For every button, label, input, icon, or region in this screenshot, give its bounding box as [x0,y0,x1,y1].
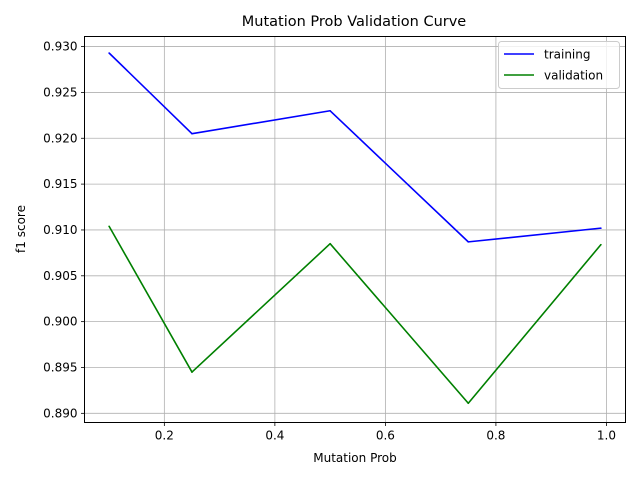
y-ticks: 0.890 0.895 0.900 0.905 0.910 0.915 0.920 0.925… [43,40,85,420]
plot-frame [84,36,626,423]
legend: training validation [498,41,620,89]
x-axis-label: Mutation Prob [313,451,396,465]
y-tick-label: 0.925 [43,85,77,99]
x-tick-label: 0.8 [486,429,505,443]
y-axis-label: f1 score [14,205,28,253]
x-tick-label: 1.0 [597,429,616,443]
grid [84,36,626,423]
series-lines [108,52,602,405]
y-tick-label: 0.930 [43,40,77,54]
x-ticks: 0.2 0.4 0.6 0.8 1.0 [155,422,616,443]
data-point-training [600,227,602,229]
data-point-training [191,132,193,135]
data-point-validation [329,242,331,245]
series-line-validation [108,225,602,405]
y-tick-label: 0.895 [43,360,77,374]
x-tick-label: 0.2 [155,429,174,443]
x-tick-label: 0.4 [265,429,284,443]
data-point-training [467,241,470,243]
y-tick-label: 0.905 [43,269,77,283]
y-tick-label: 0.900 [43,315,77,329]
y-tick-label: 0.910 [43,223,77,237]
data-point-validation [108,225,110,228]
y-tick-label: 0.890 [43,406,77,420]
data-point-validation [600,243,602,246]
data-point-validation [467,402,470,405]
legend-label-validation: validation [544,69,603,83]
y-tick-label: 0.915 [43,177,77,191]
data-point-training [108,52,110,54]
chart-title: Mutation Prob Validation Curve [242,14,467,30]
x-tick-label: 0.6 [376,429,395,443]
data-point-validation [191,371,193,373]
data-point-training [329,109,331,112]
y-tick-label: 0.920 [43,131,77,145]
legend-label-training: training [544,48,591,62]
